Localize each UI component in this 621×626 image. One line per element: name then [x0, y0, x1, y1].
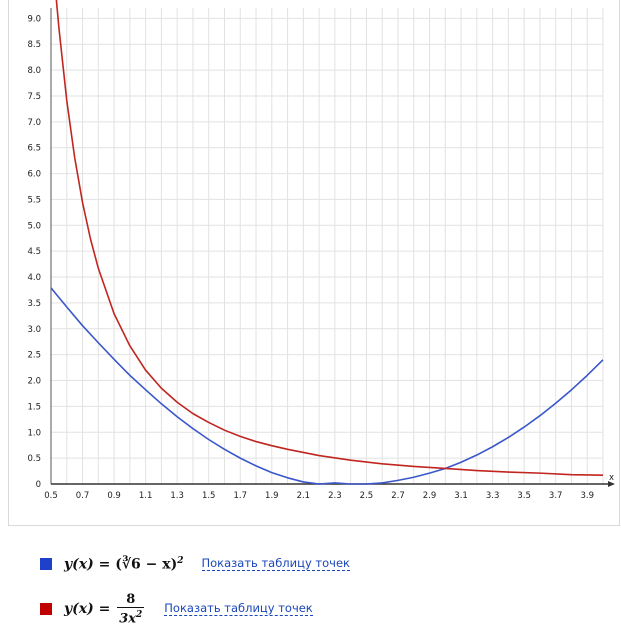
x-tick-label: 3.3: [486, 491, 500, 501]
y-tick-label: 0: [36, 480, 41, 490]
legend-den-exp-red: 2: [136, 610, 143, 620]
y-tick-label: 9.0: [27, 14, 41, 24]
legend-numerator-red: 8: [126, 592, 136, 607]
legend-swatch-blue: [40, 558, 52, 571]
x-tick-label: 1.1: [139, 491, 153, 501]
y-tick-label: 6.5: [27, 144, 41, 154]
legend-swatch-red: [40, 603, 52, 616]
x-tick-label: 2.3: [328, 491, 342, 501]
x-tick-label: 1.7: [233, 491, 247, 501]
x-tick-label: 1.3: [170, 491, 184, 501]
y-tick-labels: 0 0.5 1.0 1.5 2.0 2.5 3.0 3.5 4.0 4.5 5.0 5.5 6.0 6.5…: [27, 14, 41, 490]
chart-svg: 00.51.01.52.02.53.03.54.04.55.05.56.06.5…: [27, 0, 615, 501]
y-tick-label: 7.5: [27, 92, 41, 102]
y-tick-label: 4.5: [27, 247, 41, 257]
legend-item-red: y(x) = 8 3x2 Показать таблицу точек: [40, 592, 313, 626]
x-tick-label: 3.1: [454, 491, 468, 501]
legend-den-base-red: 3x: [119, 611, 137, 626]
chart-series: [51, 0, 604, 485]
x-tick-label: 3.9: [580, 491, 594, 501]
y-tick-label: 1.5: [27, 402, 41, 412]
y-tick-label: 4.0: [27, 273, 41, 283]
show-points-table-link-red[interactable]: Показать таблицу точек: [164, 601, 313, 617]
y-tick-label: 7.0: [27, 118, 41, 128]
legend-exp-blue: 2: [177, 556, 184, 566]
legend-lhs-red: y(x) =: [64, 601, 116, 618]
x-tick-label: 0.9: [107, 491, 121, 501]
y-tick-label: 0.5: [27, 454, 41, 464]
series-line-red: [55, 0, 604, 476]
legend-item-blue: y(x) = (∛6 − x)2 Показать таблицу точек: [40, 556, 350, 573]
x-tick-labels: 0.5 0.7 0.9 1.1 1.3 1.5 1.7 1.9 2.1 2.3 2.5 2.7 2.9 3…: [44, 491, 594, 501]
x-tick-label: 0.5: [44, 491, 58, 501]
x-tick-label: 2.1: [297, 491, 311, 501]
legend-formula-blue: y(x) = (∛6 − x)2: [64, 556, 184, 573]
x-tick-label: 1.9: [265, 491, 279, 501]
show-points-table-link-blue[interactable]: Показать таблицу точек: [201, 556, 350, 572]
y-tick-label: 2.5: [27, 351, 41, 361]
series-line-blue: [51, 287, 604, 485]
x-tick-label: 2.7: [391, 491, 405, 501]
legend-denominator-red: 3x2: [117, 607, 145, 626]
chart-axes: x: [50, 8, 615, 487]
y-tick-label: 6.0: [27, 170, 41, 180]
x-tick-label: 2.9: [423, 491, 437, 501]
y-tick-label: 3.0: [27, 325, 41, 335]
chart-frame: 0 0.5 1.0 1.5 2.0 2.5 3.0 3.5 4.0 4.5 5.0 5.5 6.0 6.5…: [8, 0, 620, 526]
legend-fraction-red: 8 3x2: [117, 592, 145, 626]
x-axis-arrow: [608, 481, 615, 487]
x-axis-arrow-label: x: [609, 473, 614, 483]
legend-expr-blue: (∛6 − x): [115, 556, 178, 573]
y-tick-label: 8.5: [27, 40, 41, 50]
x-tick-label: 0.7: [76, 491, 90, 501]
x-tick-label: 1.5: [202, 491, 216, 501]
y-tick-label: 5.0: [27, 221, 41, 231]
legend-formula-red: y(x) = 8 3x2: [64, 592, 146, 626]
y-tick-label: 5.5: [27, 195, 41, 205]
x-tick-label: 3.5: [517, 491, 531, 501]
legend-lhs-blue: y(x) =: [64, 556, 116, 573]
y-tick-label: 2.0: [27, 377, 41, 387]
chart-grid: [50, 8, 604, 485]
y-tick-label: 3.5: [27, 299, 41, 309]
x-tick-label: 3.7: [549, 491, 563, 501]
y-tick-label: 1.0: [27, 428, 41, 438]
y-tick-label: 8.0: [27, 66, 41, 76]
x-tick-label: 2.5: [360, 491, 374, 501]
